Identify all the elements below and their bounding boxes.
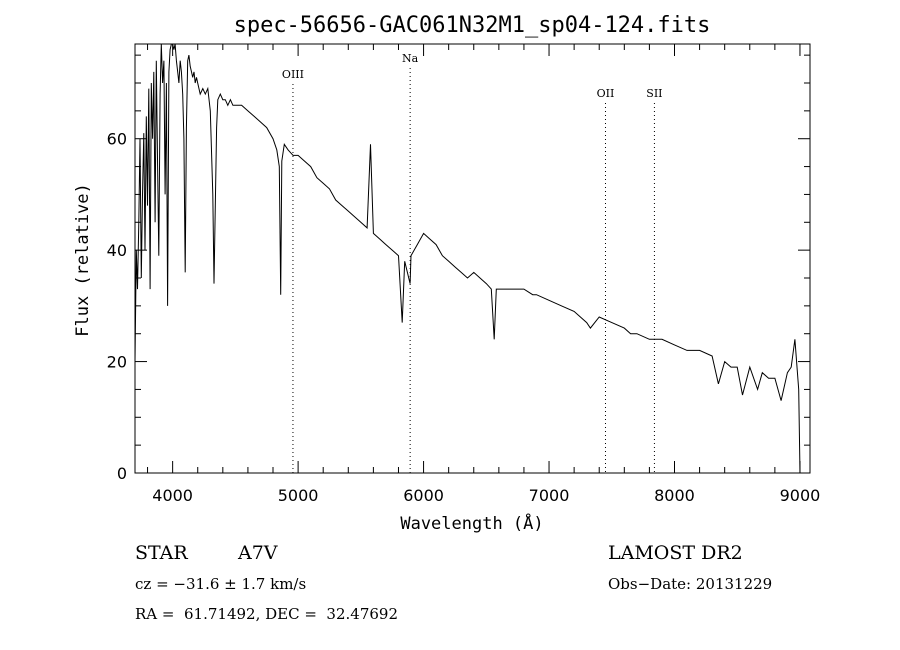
spectral-line-markers: OIII Na OII SII — [282, 52, 663, 473]
line-marker-label: SII — [646, 87, 662, 100]
y-tick-label: 60 — [107, 130, 127, 149]
line-marker-label: OIII — [282, 68, 304, 81]
x-tick-label: 9000 — [780, 486, 821, 505]
line-marker-label: OII — [597, 87, 615, 100]
x-tick-label: 4000 — [152, 486, 193, 505]
x-tick-label: 5000 — [278, 486, 319, 505]
x-tick-label: 6000 — [403, 486, 444, 505]
obs-date: Obs−Date: 20131229 — [608, 575, 773, 593]
x-tick-label: 7000 — [529, 486, 570, 505]
object-class: STAR — [135, 542, 188, 564]
y-tick-label: 40 — [107, 241, 127, 260]
axis-ticks: 4000 5000 6000 7000 8000 9000 0 20 40 60 — [107, 44, 821, 505]
y-tick-label: 0 — [117, 464, 127, 483]
object-subclass: A7V — [238, 542, 278, 564]
y-tick-label: 20 — [107, 353, 127, 372]
line-marker-label: Na — [402, 52, 419, 65]
spectrum-line — [134, 43, 802, 474]
chart-title: spec-56656-GAC061N32M1_sp04-124.fits — [234, 13, 711, 38]
survey-name: LAMOST DR2 — [608, 542, 743, 564]
x-tick-label: 8000 — [654, 486, 695, 505]
plot-frame — [134, 43, 811, 474]
redshift-text: cz = −31.6 ± 1.7 km/s — [135, 575, 307, 593]
coordinates: RA = 61.71492, DEC = 32.47692 — [135, 605, 399, 623]
y-axis-label: Flux (relative) — [73, 183, 93, 337]
x-axis-label: Wavelength (Å) — [400, 512, 543, 534]
